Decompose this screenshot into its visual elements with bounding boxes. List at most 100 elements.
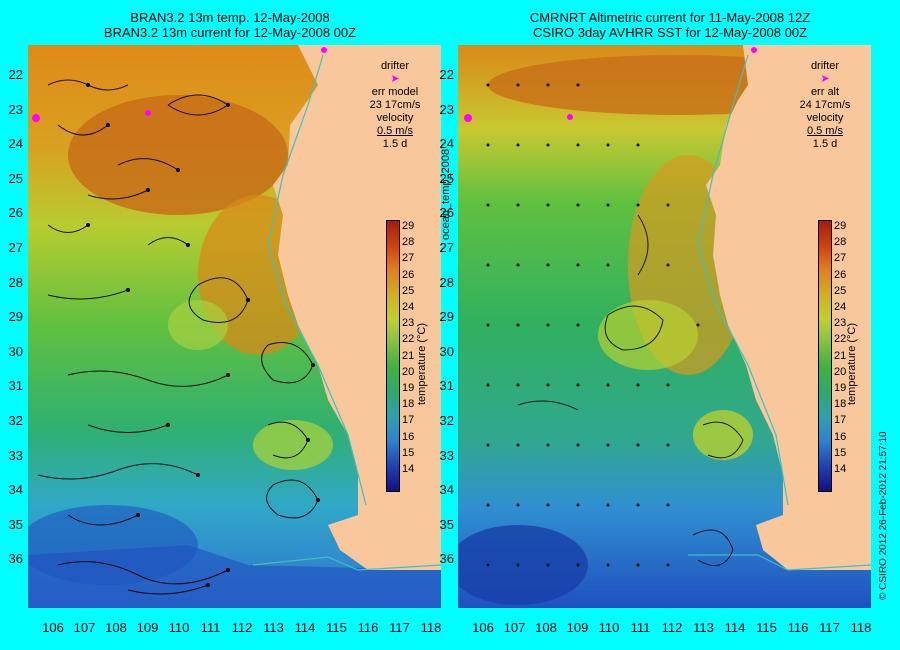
lon-label: 109: [136, 620, 159, 635]
colorbar-tick: 27: [834, 252, 847, 265]
lon-label: 110: [598, 620, 620, 635]
colorbar-tick: 19: [834, 382, 847, 394]
right-legend-velocity: velocity: [806, 112, 844, 124]
colorbar-tick: 20: [834, 365, 847, 378]
left-title-line1: BRAN3.2 13m temp. 12-May-2008: [130, 10, 330, 25]
colorbar-tick: 22: [402, 333, 415, 346]
right-title: CMRNRT Altimetric current for 11-May-200…: [460, 10, 880, 40]
lon-label: 110: [168, 620, 190, 635]
lat-label: 29: [8, 309, 23, 325]
left-legend-velocity: velocity: [376, 112, 414, 124]
colorbar-tick: 24: [402, 301, 415, 313]
right-legend-vel-scale: 0.5 m/s: [806, 125, 844, 137]
right-legend: drifter ➤ err alt 24 17cm/s velocity 0.5…: [790, 60, 860, 151]
lat-label: 35: [439, 516, 454, 532]
right-legend-err: err alt: [810, 86, 840, 98]
lon-label: 112: [231, 620, 253, 635]
lon-label: 109: [566, 620, 589, 635]
lat-label: 32: [8, 413, 23, 428]
lon-label: 115: [326, 620, 347, 635]
lat-label: 22: [439, 67, 454, 82]
lat-label: 31: [439, 378, 454, 394]
lat-label: 33: [439, 447, 454, 463]
lon-label: 118: [850, 620, 872, 635]
lat-label: 30: [8, 343, 23, 359]
colorbar-tick: 22: [834, 333, 847, 346]
lat-label: 26: [8, 205, 23, 221]
lat-label: 31: [8, 378, 23, 394]
lon-label: 108: [105, 620, 127, 635]
colorbar-tick: 16: [402, 430, 415, 443]
lat-label: 25: [8, 170, 23, 186]
lat-label: 34: [439, 482, 454, 498]
colorbar-tick: 29: [834, 220, 847, 232]
right-drifter-icon: ➤: [820, 73, 830, 85]
left-legend-err-val: 23 17cm/s: [369, 99, 421, 111]
lon-label: 116: [787, 620, 809, 635]
left-drifter-icon: ➤: [390, 73, 400, 85]
lon-label: 113: [263, 620, 284, 635]
colorbar-tick: 23: [402, 317, 415, 330]
left-legend-err: err model: [371, 86, 419, 98]
lat-label: 24: [8, 136, 23, 152]
colorbar-tick: 14: [834, 463, 847, 475]
left-drifter-markers: [32, 47, 327, 122]
lat-label: 27: [439, 240, 454, 255]
lat-label: 26: [439, 205, 454, 221]
lat-label: 34: [8, 482, 23, 498]
lat-label: 22: [8, 67, 23, 82]
lat-label: 35: [8, 516, 23, 532]
left-title-line2: BRAN3.2 13m current for 12-May-2008 00Z: [103, 25, 357, 40]
left-legend-vel-days: 1.5 d: [382, 138, 408, 150]
left-legend-vel-scale: 0.5 m/s: [376, 125, 414, 137]
lon-label: 118: [420, 620, 442, 635]
lon-label: 117: [389, 620, 410, 635]
lat-label: 29: [439, 309, 454, 325]
colorbar-tick: 25: [834, 284, 847, 297]
lat-label: 23: [8, 101, 23, 117]
colorbar-tick: 28: [402, 236, 415, 249]
lat-label: 36: [8, 551, 23, 567]
colorbar-tick: 19: [402, 382, 415, 394]
lon-label: 107: [73, 620, 96, 635]
colorbar-tick: 28: [834, 236, 847, 249]
lon-label: 111: [200, 620, 221, 635]
lon-label: 114: [724, 620, 746, 635]
lon-label: 106: [472, 620, 494, 635]
right-map: [458, 45, 871, 608]
lon-label: 114: [294, 620, 316, 635]
colorbar-tick: 18: [402, 398, 415, 411]
right-drifter-markers: [464, 47, 757, 122]
lat-label: 32: [439, 413, 454, 428]
left-legend: drifter ➤ err model 23 17cm/s velocity 0…: [360, 60, 430, 151]
colorbar-tick: 15: [402, 446, 415, 459]
lat-label: 24: [439, 136, 454, 152]
lon-label: 113: [693, 620, 714, 635]
lat-label: 33: [8, 447, 23, 463]
colorbar-tick: 17: [834, 414, 847, 427]
left-colorbar-title: temperature (°C): [416, 322, 428, 405]
side-label: ocean_temp_2008: [440, 148, 452, 240]
colorbar-tick: 21: [834, 349, 847, 362]
colorbar-tick: 21: [402, 349, 415, 362]
colorbar-tick: 24: [834, 301, 847, 313]
colorbar-tick: 20: [402, 365, 415, 378]
right-legend-err-val: 24 17cm/s: [799, 99, 851, 111]
lon-label: 111: [630, 620, 651, 635]
colorbar-tick: 23: [834, 317, 847, 330]
right-legend-drifter: drifter: [810, 60, 840, 72]
colorbar-tick: 27: [402, 252, 415, 265]
lon-label: 117: [819, 620, 840, 635]
right-colorbar-title: temperature (°C): [846, 322, 858, 405]
lat-label: 25: [439, 170, 454, 186]
lat-label: 27: [8, 240, 23, 255]
lon-label: 112: [661, 620, 683, 635]
lat-label: 23: [439, 101, 454, 117]
lat-label: 28: [439, 274, 454, 290]
lat-label: 30: [439, 343, 454, 359]
lon-label: 116: [357, 620, 379, 635]
colorbar-tick: 14: [402, 463, 415, 475]
lon-label: 107: [503, 620, 526, 635]
left-title: BRAN3.2 13m temp. 12-May-2008 BRAN3.2 13…: [40, 10, 420, 40]
right-legend-vel-days: 1.5 d: [812, 138, 838, 150]
